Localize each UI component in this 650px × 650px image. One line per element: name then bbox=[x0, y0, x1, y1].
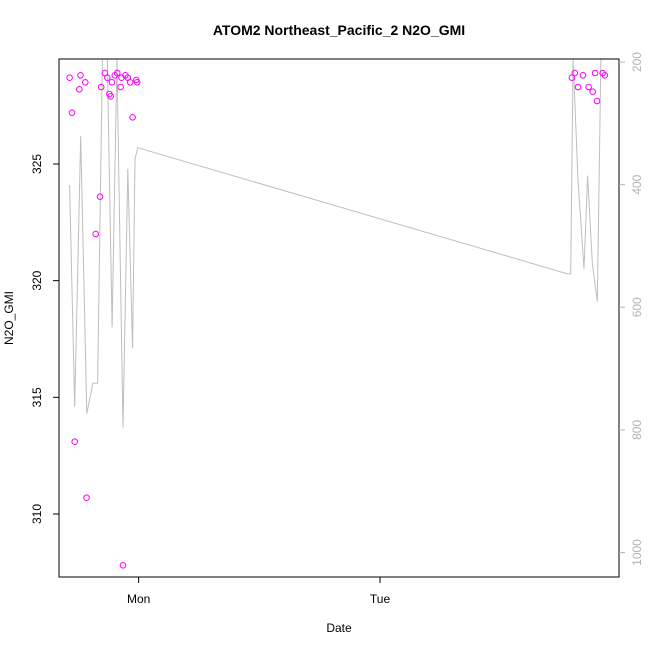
y-axis-label: N2O_GMI bbox=[2, 291, 16, 345]
data-point bbox=[568, 74, 576, 81]
y-tick-label: 325 bbox=[30, 154, 44, 174]
data-point bbox=[601, 72, 609, 79]
y-tick-label: 315 bbox=[30, 387, 44, 407]
y2-axis: 200 400 600 800 1000 bbox=[619, 52, 644, 566]
data-point bbox=[66, 74, 73, 81]
data-point bbox=[68, 109, 76, 116]
plot-frame bbox=[58, 58, 620, 578]
y2-tick-label: 1000 bbox=[630, 539, 644, 566]
y2-tick-label: 400 bbox=[630, 174, 644, 194]
data-point bbox=[117, 83, 124, 91]
data-point bbox=[574, 83, 582, 91]
data-point bbox=[113, 69, 121, 77]
data-point bbox=[129, 114, 136, 121]
n2o-point-series bbox=[66, 69, 609, 569]
x-tick-label: Tue bbox=[370, 592, 391, 606]
x-axis-label: Date bbox=[326, 621, 352, 635]
data-point bbox=[104, 74, 111, 81]
data-point bbox=[92, 230, 99, 238]
data-point bbox=[126, 79, 134, 86]
data-point bbox=[76, 86, 83, 93]
data-point bbox=[71, 438, 78, 446]
x-axis: Mon Tue bbox=[127, 577, 390, 606]
data-point bbox=[591, 69, 599, 77]
data-point bbox=[97, 83, 105, 91]
data-point bbox=[585, 83, 592, 91]
y2-tick-label: 600 bbox=[630, 297, 644, 317]
data-point bbox=[119, 562, 127, 569]
data-point bbox=[107, 93, 114, 100]
y2-tick-label: 800 bbox=[630, 420, 644, 440]
altitude-line-series bbox=[69, 59, 602, 428]
data-point bbox=[108, 79, 116, 86]
data-point bbox=[579, 72, 587, 79]
y-tick-label: 320 bbox=[30, 270, 44, 290]
y-axis: 310 315 320 325 bbox=[30, 154, 59, 524]
y2-tick-label: 200 bbox=[630, 52, 644, 72]
data-point bbox=[589, 88, 597, 95]
data-point bbox=[571, 69, 579, 77]
data-point bbox=[77, 72, 84, 79]
data-point bbox=[593, 97, 601, 105]
x-tick-label: Mon bbox=[127, 592, 150, 606]
chart-title: ATOM2 Northeast_Pacific_2 N2O_GMI bbox=[213, 22, 465, 38]
data-point bbox=[82, 79, 89, 86]
data-point bbox=[96, 193, 104, 200]
data-point bbox=[83, 494, 90, 502]
altitude-line bbox=[69, 59, 602, 428]
data-point bbox=[133, 79, 141, 86]
y-tick-label: 310 bbox=[30, 504, 44, 524]
